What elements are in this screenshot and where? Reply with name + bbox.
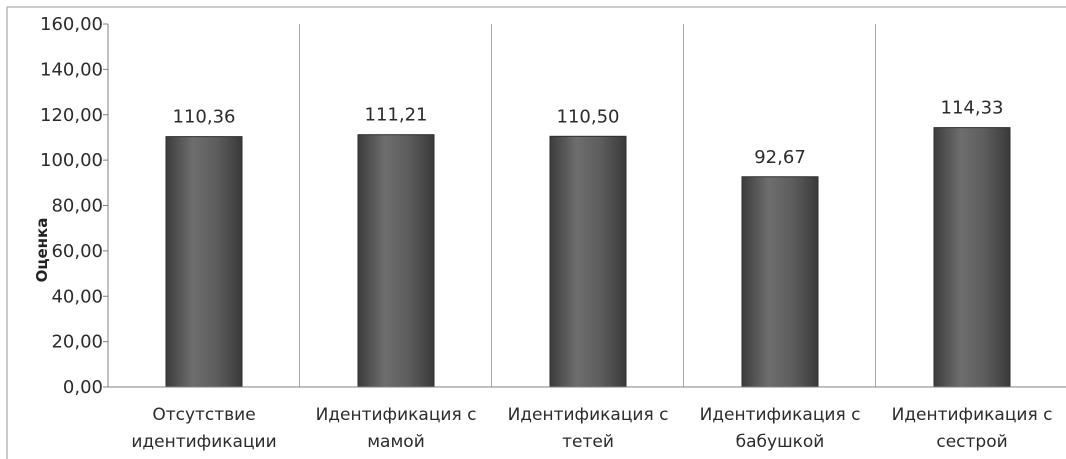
- x-tick-label: тетей: [562, 432, 614, 452]
- vertical-gridlines: [6, 6, 1066, 459]
- y-tick-label: 0,00: [63, 377, 103, 398]
- y-tick-label: 100,00: [40, 150, 103, 171]
- y-tick-label: 160,00: [40, 14, 103, 35]
- bar: [933, 127, 1011, 388]
- y-tick-label: 80,00: [51, 196, 103, 217]
- bar: [741, 176, 819, 388]
- data-label: 110,36: [173, 107, 236, 128]
- data-label: 92,67: [754, 147, 806, 168]
- data-label: 111,21: [365, 105, 428, 126]
- bar: [165, 136, 243, 388]
- data-label: 114,33: [941, 98, 1004, 119]
- x-tick-label: мамой: [367, 432, 425, 452]
- x-axis: Отсутствие идентификации Идентификация с ма…: [108, 386, 1066, 452]
- y-axis: 0,00 20,00 40,00 60,00 80,00 100,00 120,00 140,…: [40, 14, 109, 398]
- x-tick-label: бабушкой: [736, 432, 825, 452]
- x-tick-label: Идентификация с: [316, 405, 477, 425]
- y-tick-label: 140,00: [40, 59, 103, 80]
- y-tick-label: 20,00: [51, 332, 103, 353]
- y-axis-label: Оценка: [33, 218, 51, 283]
- y-tick-label: 40,00: [51, 286, 103, 307]
- bars: 110,36 111,21 110,50 92,67 114,33: [165, 98, 1011, 388]
- x-tick-label: Идентификация с: [700, 405, 861, 425]
- bar: [549, 135, 627, 388]
- y-tick-label: 60,00: [51, 241, 103, 262]
- x-tick-label: Идентификация с: [508, 405, 669, 425]
- bar: [357, 134, 435, 388]
- x-tick-label: сестрой: [936, 432, 1007, 452]
- x-tick-label: Отсутствие: [152, 405, 255, 425]
- y-tick-label: 120,00: [40, 105, 103, 126]
- data-label: 110,50: [557, 106, 620, 127]
- x-tick-label: Идентификация с: [892, 405, 1053, 425]
- x-tick-label: идентификации: [131, 432, 276, 452]
